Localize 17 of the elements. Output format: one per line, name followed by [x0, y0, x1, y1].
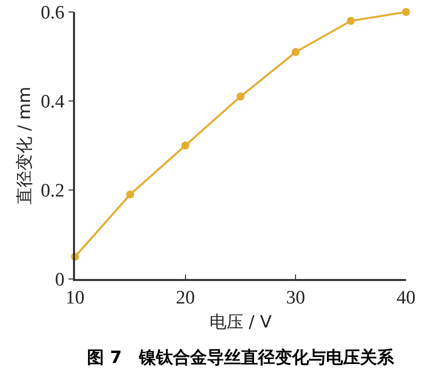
x-tick-label: 10: [66, 288, 84, 309]
x-tick-label: 40: [396, 288, 416, 309]
y-tick-label: 0.6: [40, 2, 64, 24]
text: 图 7 镍钛合金导丝直径变化与电压关系: [87, 348, 395, 368]
point: [236, 92, 244, 101]
x-axis-title: 电压 / V: [209, 312, 272, 332]
point: [292, 48, 300, 56]
point: [402, 8, 410, 16]
y-tick-label: 0: [54, 270, 64, 291]
y-tick-label: 0.2: [40, 180, 64, 202]
point: [346, 16, 355, 25]
y-axis-title: 直径变化 / mm: [14, 86, 35, 204]
y-tick-label: 0.4: [40, 92, 65, 113]
x-tick-label: 30: [286, 288, 306, 309]
point: [126, 190, 134, 198]
x-tick-label: 20: [176, 288, 195, 309]
point: [181, 142, 190, 150]
